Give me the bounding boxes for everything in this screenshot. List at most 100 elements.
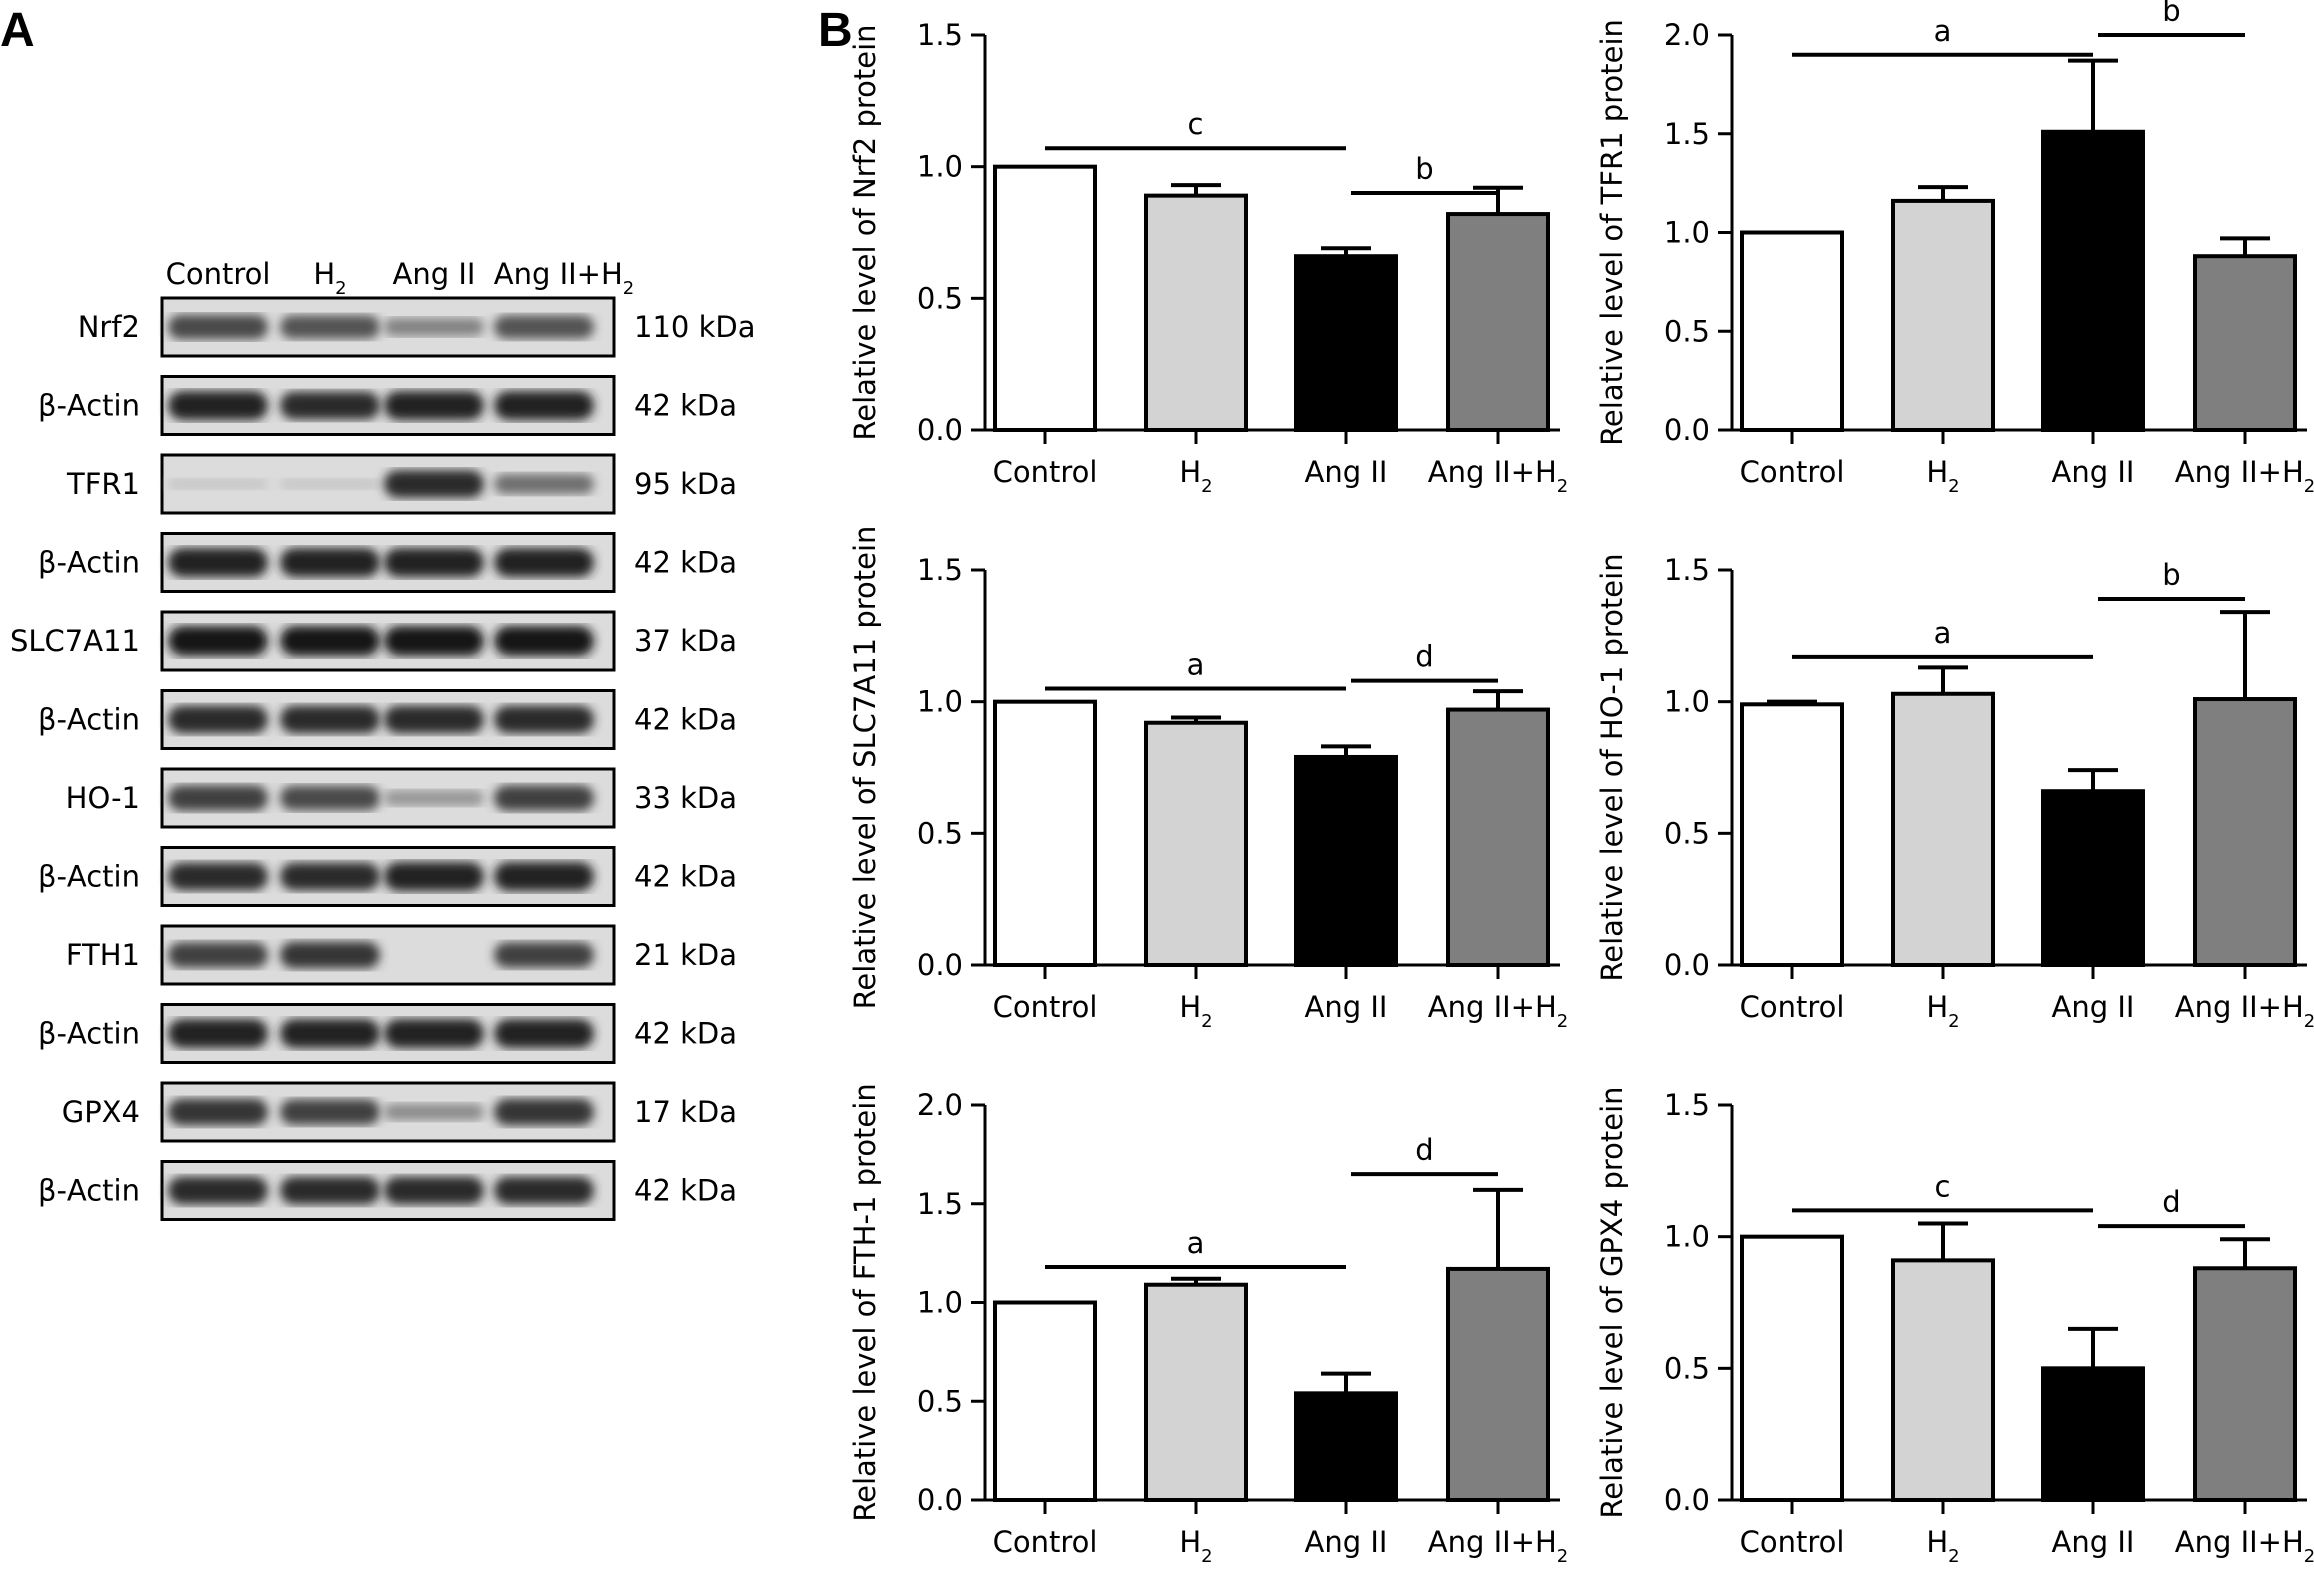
bar-chart: 0.0 0.5 1.0 1.5 Relative level of GPX4 prote… [1595,1086,2314,1567]
protein-label: TFR1 [66,467,140,501]
y-tick-label: 1.5 [917,18,963,52]
y-axis-title: Relative level of FTH-1 protein [848,1083,882,1521]
kda-label: 95 kDa [634,467,737,501]
blot-band [384,548,484,577]
blot-band [494,705,594,734]
blot-band [168,391,268,420]
bar [1144,193,1248,432]
x-tick-label: Control [1740,455,1845,489]
x-tick-label: Ang II [2052,1525,2135,1559]
x-tick-label: Control [993,455,1098,489]
blot-band [280,315,380,339]
bar-charts-panel: 0.0 0.5 1.0 1.5 Relative level of Nrf2 prote… [848,0,2314,1567]
x-tick-label: H2 [1926,990,1959,1032]
bar [2193,1266,2297,1503]
blot-row: β-Actin 42 kDa [38,1003,737,1064]
x-tick-label: Ang II [1305,1525,1388,1559]
blot-band [168,1098,268,1126]
y-tick-label: 0.0 [1664,413,1710,447]
kda-label: 21 kDa [634,938,737,972]
x-tick-label: H2 [1926,1525,1959,1567]
blot-band [280,626,380,656]
blot-band [280,941,380,969]
bar [1740,1234,1844,1502]
y-tick-label: 1.5 [917,553,963,587]
blot-band [168,862,268,891]
y-tick-label: 1.5 [1664,553,1710,587]
y-axis-title: Relative level of Nrf2 protein [848,24,882,440]
bar [2041,789,2145,968]
x-tick-label: Control [1740,990,1845,1024]
x-tick-label: Ang II+H2 [1428,455,1569,497]
significance-label: d [1415,640,1433,674]
x-tick-label: Control [993,1525,1098,1559]
lane-label-h2: H2 [313,257,346,299]
x-tick-label: Ang II [2052,990,2135,1024]
bar [1446,1266,1550,1503]
kda-label: 42 kDa [634,1017,737,1051]
x-tick-label: Ang II+H2 [2175,990,2314,1032]
x-tick-label: Ang II+H2 [1428,1525,1569,1567]
significance-label: b [2162,558,2180,592]
blot-band [494,473,594,495]
protein-label: Nrf2 [78,310,140,344]
blot-band [168,705,268,734]
kda-label: 33 kDa [634,781,737,815]
bar [1294,754,1398,968]
blot-band [384,318,484,336]
significance-label: a [1187,648,1205,682]
significance-label: c [1935,1169,1951,1203]
blot-band [168,626,268,656]
protein-label: β-Actin [38,703,140,737]
blot-row: HO-1 33 kDa [66,767,737,829]
y-tick-label: 1.0 [917,1286,963,1320]
blot-row: β-Actin 42 kDa [38,689,737,750]
significance-label: b [2162,0,2180,28]
blot-row: β-Actin 42 kDa [38,375,737,436]
blot-band [168,942,268,968]
y-tick-label: 1.0 [917,150,963,184]
kda-label: 42 kDa [634,860,737,894]
y-tick-label: 0.0 [917,1483,963,1517]
x-tick-label: Ang II [1305,455,1388,489]
blot-band [384,1019,484,1048]
bar-chart: 0.0 0.5 1.0 1.5 Relative level of Nrf2 prote… [848,18,1568,497]
blot-band [384,1103,484,1121]
lane-header-row: Control H2 Ang II Ang II+H2 [166,257,635,299]
kda-label: 42 kDa [634,703,737,737]
x-tick-label: Ang II+H2 [2175,455,2314,497]
bar [1294,1391,1398,1502]
blot-band [384,862,484,891]
y-tick-label: 1.0 [917,685,963,719]
bar [2193,254,2297,433]
blot-band [494,942,594,968]
bar [2193,697,2297,967]
blot-band [494,1019,594,1048]
blot-band [384,1176,484,1205]
protein-label: β-Actin [38,1017,140,1051]
blot-band [280,478,380,490]
y-tick-label: 1.0 [1664,216,1710,250]
bar-chart: 0.0 0.5 1.0 1.5 Relative level of HO-1 prote… [1595,553,2314,1032]
blot-band [494,315,594,339]
blot-band [168,1019,268,1048]
blot-row: GPX4 17 kDa [62,1081,737,1143]
blot-band [280,1099,380,1125]
y-tick-label: 0.0 [917,413,963,447]
x-tick-label: H2 [1179,1525,1212,1567]
y-tick-label: 2.0 [1664,18,1710,52]
protein-label: β-Actin [38,1174,140,1208]
y-tick-label: 0.0 [1664,948,1710,982]
y-tick-label: 0.5 [917,1384,963,1418]
y-tick-label: 0.0 [917,948,963,982]
kda-label: 110 kDa [634,310,755,344]
blot-band [494,626,594,656]
bar [993,699,1097,968]
y-axis-title: Relative level of HO-1 protein [1595,553,1629,981]
y-tick-label: 0.5 [1664,816,1710,850]
bar [1740,702,1844,967]
y-axis-title: Relative level of GPX4 protein [1595,1086,1629,1518]
blot-band [384,626,484,656]
bar-chart: 0.0 0.5 1.0 1.5 2.0 Relative level of FTH-1 p… [848,1083,1568,1567]
